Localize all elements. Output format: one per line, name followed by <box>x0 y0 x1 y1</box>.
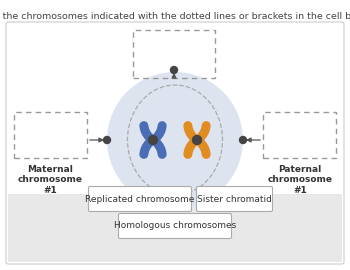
FancyBboxPatch shape <box>119 214 231 238</box>
FancyBboxPatch shape <box>89 187 191 211</box>
FancyBboxPatch shape <box>6 22 344 264</box>
FancyBboxPatch shape <box>196 187 273 211</box>
Text: Replicated chromosome: Replicated chromosome <box>85 194 195 204</box>
Text: Paternal
chromosome
#1: Paternal chromosome #1 <box>267 165 332 195</box>
Text: Homologous chromosomes: Homologous chromosomes <box>114 221 236 231</box>
Circle shape <box>148 136 158 144</box>
FancyBboxPatch shape <box>8 194 342 262</box>
Circle shape <box>170 66 177 73</box>
Text: Sister chromatid: Sister chromatid <box>197 194 272 204</box>
Text: Maternal
chromosome
#1: Maternal chromosome #1 <box>18 165 83 195</box>
Circle shape <box>193 136 202 144</box>
Text: Label the chromosomes indicated with the dotted lines or brackets in the cell be: Label the chromosomes indicated with the… <box>0 12 350 21</box>
Circle shape <box>104 137 111 143</box>
Circle shape <box>239 137 246 143</box>
Circle shape <box>107 72 243 208</box>
